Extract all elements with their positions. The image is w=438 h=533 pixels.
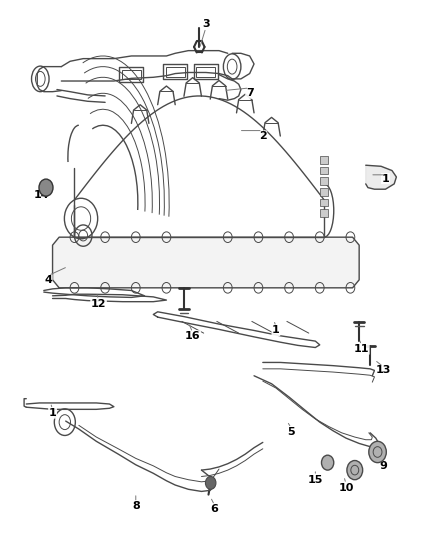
Text: 4: 4	[44, 275, 52, 285]
Circle shape	[39, 179, 53, 196]
Circle shape	[369, 441, 386, 463]
Bar	[122, 70, 141, 79]
Text: 1: 1	[49, 408, 57, 418]
Text: 6: 6	[211, 504, 219, 514]
Text: 8: 8	[132, 502, 140, 511]
Text: 2: 2	[259, 131, 267, 141]
Text: 1: 1	[272, 326, 280, 335]
Bar	[320, 209, 328, 217]
Circle shape	[321, 455, 334, 470]
Text: 10: 10	[338, 483, 354, 492]
Text: 3: 3	[202, 19, 210, 29]
Text: 16: 16	[185, 331, 201, 341]
Text: 13: 13	[375, 366, 391, 375]
Bar	[119, 67, 143, 82]
Text: 1: 1	[381, 174, 389, 183]
Text: 5: 5	[287, 427, 295, 437]
Bar	[320, 177, 328, 185]
Circle shape	[347, 461, 363, 480]
Bar	[320, 156, 328, 164]
Text: 14: 14	[34, 190, 49, 199]
Bar	[194, 64, 218, 79]
Bar	[320, 188, 328, 196]
Circle shape	[205, 477, 216, 489]
Text: 15: 15	[307, 475, 323, 484]
Text: 7: 7	[246, 88, 254, 98]
Bar	[163, 64, 187, 79]
Bar	[196, 67, 215, 77]
Bar	[320, 167, 328, 174]
Text: 9: 9	[379, 462, 387, 471]
Bar	[166, 67, 185, 77]
Text: 11: 11	[353, 344, 369, 354]
Polygon shape	[53, 237, 359, 288]
Text: 12: 12	[91, 299, 106, 309]
Polygon shape	[366, 165, 396, 189]
Bar	[320, 199, 328, 206]
